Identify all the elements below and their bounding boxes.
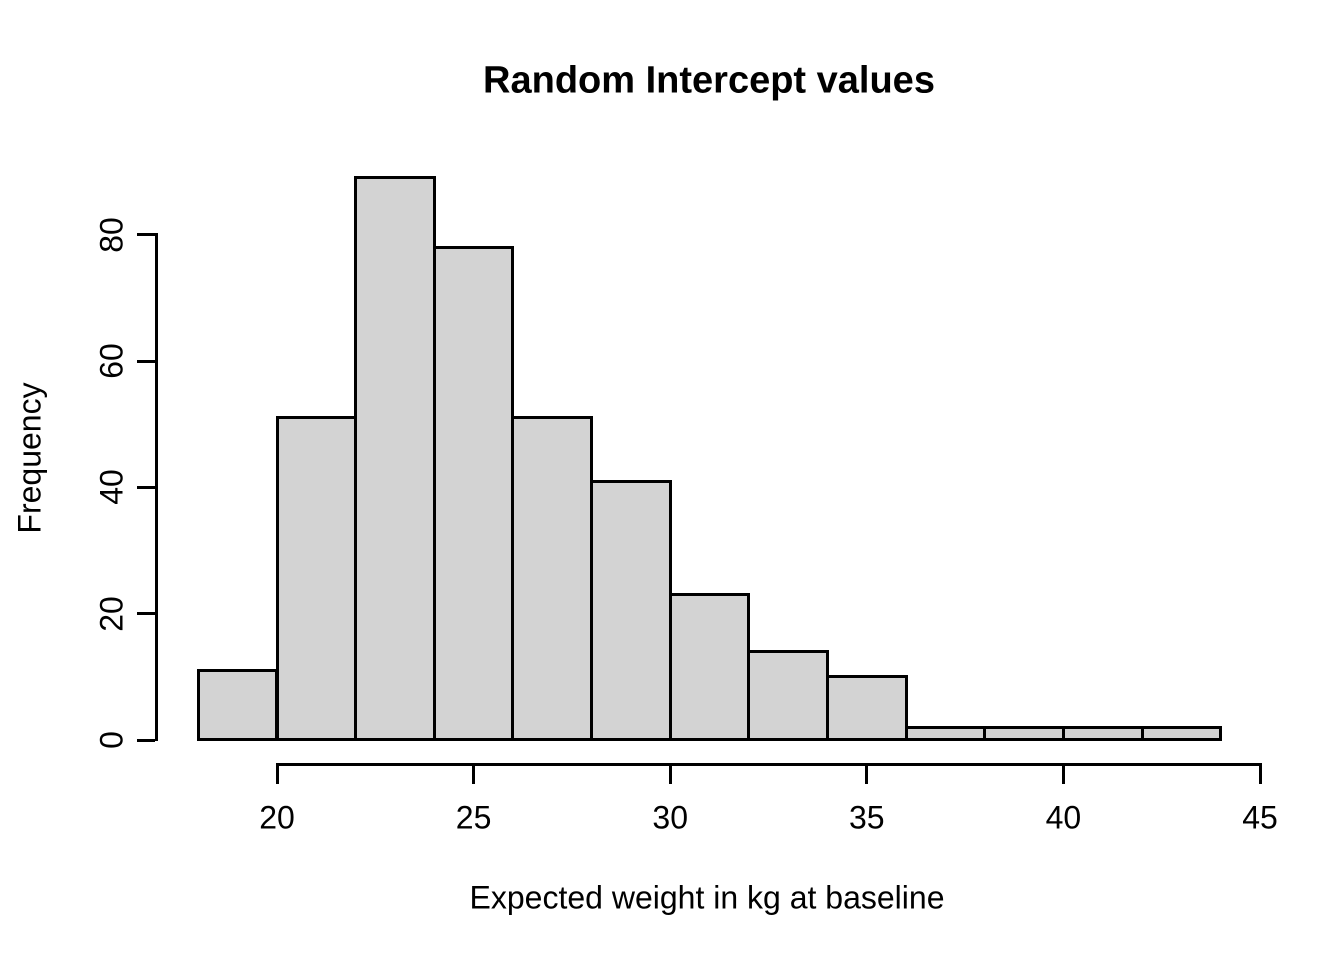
y-axis-label: Frequency [11,382,48,534]
histogram-bar [511,416,594,742]
x-tick [668,766,672,784]
histogram-bar [196,669,279,742]
histogram-bar [590,479,672,742]
histogram-bar [432,245,515,742]
y-tick [136,485,155,489]
y-axis [154,233,158,742]
x-tick [472,766,476,784]
histogram-bar [1061,725,1144,742]
x-tick [1061,766,1065,784]
histogram-bar [1140,725,1223,742]
x-tick-label: 35 [849,799,885,836]
chart-title: Random Intercept values [483,59,935,102]
histogram-bar [354,176,436,742]
histogram-bar [904,725,987,742]
y-tick [136,612,155,616]
x-tick [1258,766,1262,784]
x-tick-label: 40 [1045,799,1082,836]
x-tick-label: 20 [259,799,295,836]
histogram-bar [747,650,829,742]
y-tick-label: 80 [93,216,130,253]
histogram-bar [668,593,751,742]
y-tick [136,359,155,363]
y-tick [136,738,155,742]
y-tick-label: 60 [93,343,130,379]
x-tick-label: 45 [1242,799,1278,836]
y-tick-label: 0 [93,731,130,749]
histogram-bar [275,416,358,742]
x-axis [275,763,1262,766]
x-tick [275,766,279,784]
histogram-bar [825,675,908,742]
histogram-bar [983,725,1065,742]
x-tick-label: 25 [455,799,492,836]
y-tick-label: 40 [93,469,130,506]
x-tick [865,766,869,784]
y-tick [136,233,155,237]
y-tick-label: 20 [93,595,130,632]
x-tick-label: 30 [652,799,688,836]
x-axis-label: Expected weight in kg at baseline [469,879,945,916]
